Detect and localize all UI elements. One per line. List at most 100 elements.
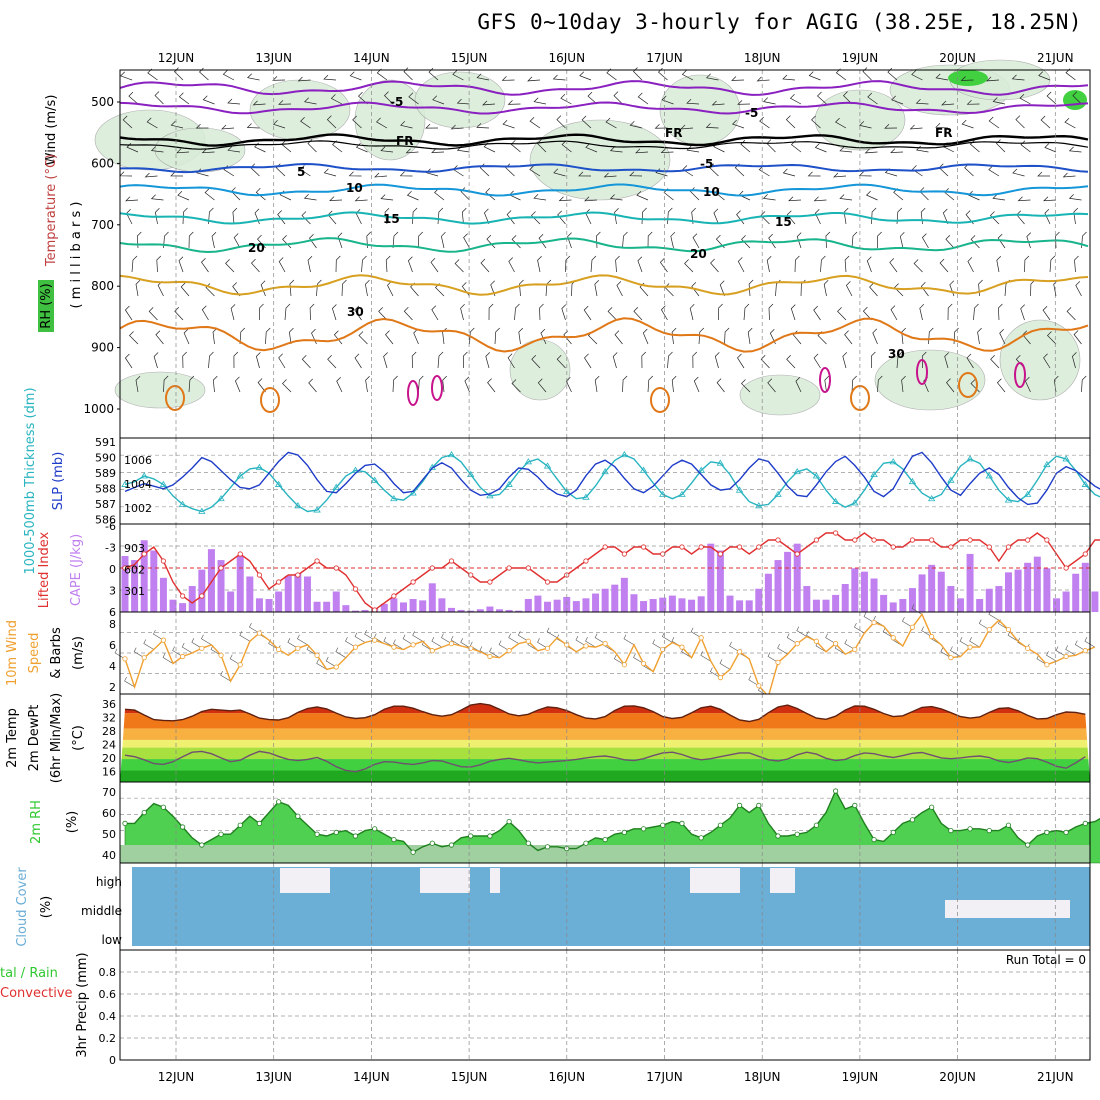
wind-barb: [460, 304, 465, 321]
wind-barb: [567, 232, 572, 249]
thickness-point: [697, 466, 705, 473]
wind-barb-10m: [181, 642, 193, 654]
isotherm-30-loop: [650, 387, 670, 413]
thickness-point: [889, 458, 897, 465]
wind-barb: [590, 255, 597, 273]
wind-barb: [691, 207, 696, 225]
wind-barb: [487, 378, 496, 393]
wind-barb: [862, 67, 872, 81]
wind-barb: [461, 207, 467, 225]
wind-barb: [811, 115, 821, 129]
wind-barb: [403, 306, 413, 321]
wind-barb: [808, 71, 821, 81]
wind-barb: [833, 172, 847, 178]
wind-barb: [1030, 279, 1036, 297]
li-tick: -3: [105, 542, 116, 555]
wind-barb: [354, 353, 362, 369]
wind-barb-10m: [508, 633, 519, 644]
label-thickness: 1000-500mb Thickness (dm): [23, 387, 38, 574]
wind-barb: [935, 123, 949, 129]
wind-barb: [128, 91, 139, 105]
label-cloud-1: Cloud Cover: [15, 867, 30, 947]
wind-speed-point: [1063, 653, 1069, 660]
cape-bar: [611, 584, 619, 612]
wind-barb: [670, 232, 676, 249]
panel-bg: [120, 950, 1090, 1060]
cape-bar: [620, 577, 628, 612]
wind-barb: [432, 95, 445, 105]
lifted-index-point: [122, 565, 128, 571]
cape-bar: [188, 586, 196, 612]
wind-barb: [278, 257, 286, 273]
wind-barb: [785, 115, 796, 129]
date-label-top: 19JUN: [842, 51, 879, 65]
wind-barb: [323, 168, 337, 177]
wind-barb: [297, 76, 311, 82]
wind-barb-10m: [460, 638, 471, 649]
rh-point: [871, 836, 877, 843]
wind-barb: [385, 330, 394, 345]
lifted-index-point: [698, 544, 704, 550]
thickness-tick: 591: [95, 436, 116, 449]
rh-point: [852, 802, 858, 809]
wind-barb: [748, 279, 754, 297]
wind-barb: [537, 255, 542, 273]
wind-barb: [1012, 168, 1025, 177]
wind-speed-point: [218, 652, 224, 658]
wind-barb: [581, 115, 592, 129]
rh-point: [948, 827, 954, 834]
wind-barb: [966, 353, 974, 369]
wind-barb: [960, 76, 974, 81]
wind-barb: [671, 327, 677, 345]
wind-barb: [124, 353, 133, 369]
wind-barb: [188, 375, 195, 393]
wind-barb: [560, 94, 572, 105]
wind-barb: [561, 140, 572, 153]
page-title: GFS 0~10day 3-hourly for AGIG (38.25E, 1…: [477, 10, 1082, 34]
wind-barb: [174, 306, 184, 321]
wind-barb: [412, 207, 418, 225]
cape-bar: [534, 595, 542, 612]
cape-bar: [870, 578, 878, 612]
wind-barb: [501, 76, 515, 81]
temp-line: [124, 702, 1086, 723]
wind-barb: [348, 171, 362, 177]
wind-barb: [208, 351, 214, 369]
wind-barb: [358, 331, 368, 345]
panel-cloud: high middle low: [81, 862, 1091, 951]
wind-barb: [909, 124, 923, 130]
wind-barb: [596, 231, 601, 249]
rh-point: [160, 804, 167, 810]
thickness-point: [409, 489, 417, 496]
thickness-point: [774, 490, 782, 497]
cape-bar: [217, 560, 225, 612]
wind-speed-point: [468, 645, 474, 651]
wind-barb: [464, 376, 470, 393]
thickness-point: [755, 502, 763, 509]
cape-bar: [486, 606, 494, 612]
isotherm-label: FR: [935, 126, 952, 140]
wind-barb-10m: [978, 619, 990, 630]
rh-point: [1005, 822, 1012, 828]
cape-bar: [678, 598, 686, 612]
wind-barb-10m: [143, 639, 154, 650]
thickness-point: [908, 477, 917, 485]
wind-barb: [272, 76, 286, 81]
lifted-index-point: [775, 537, 781, 543]
lifted-index-point: [929, 537, 935, 543]
wind-barb: [647, 375, 654, 393]
wind-barb: [731, 119, 745, 129]
lifted-index-point: [448, 558, 455, 564]
wind-barb: [690, 187, 700, 201]
wind-barb: [163, 375, 169, 393]
wind-barb: [538, 233, 547, 249]
wind-speed-point: [448, 641, 455, 647]
wind-barb: [719, 280, 725, 297]
wind-barb: [349, 71, 362, 81]
date-label-top: 16JUN: [549, 51, 586, 65]
cape-bar: [1014, 569, 1022, 612]
cape-bar: [851, 568, 859, 612]
wind-barb: [476, 73, 490, 81]
date-label-bottom: 21JUN: [1037, 1070, 1074, 1084]
